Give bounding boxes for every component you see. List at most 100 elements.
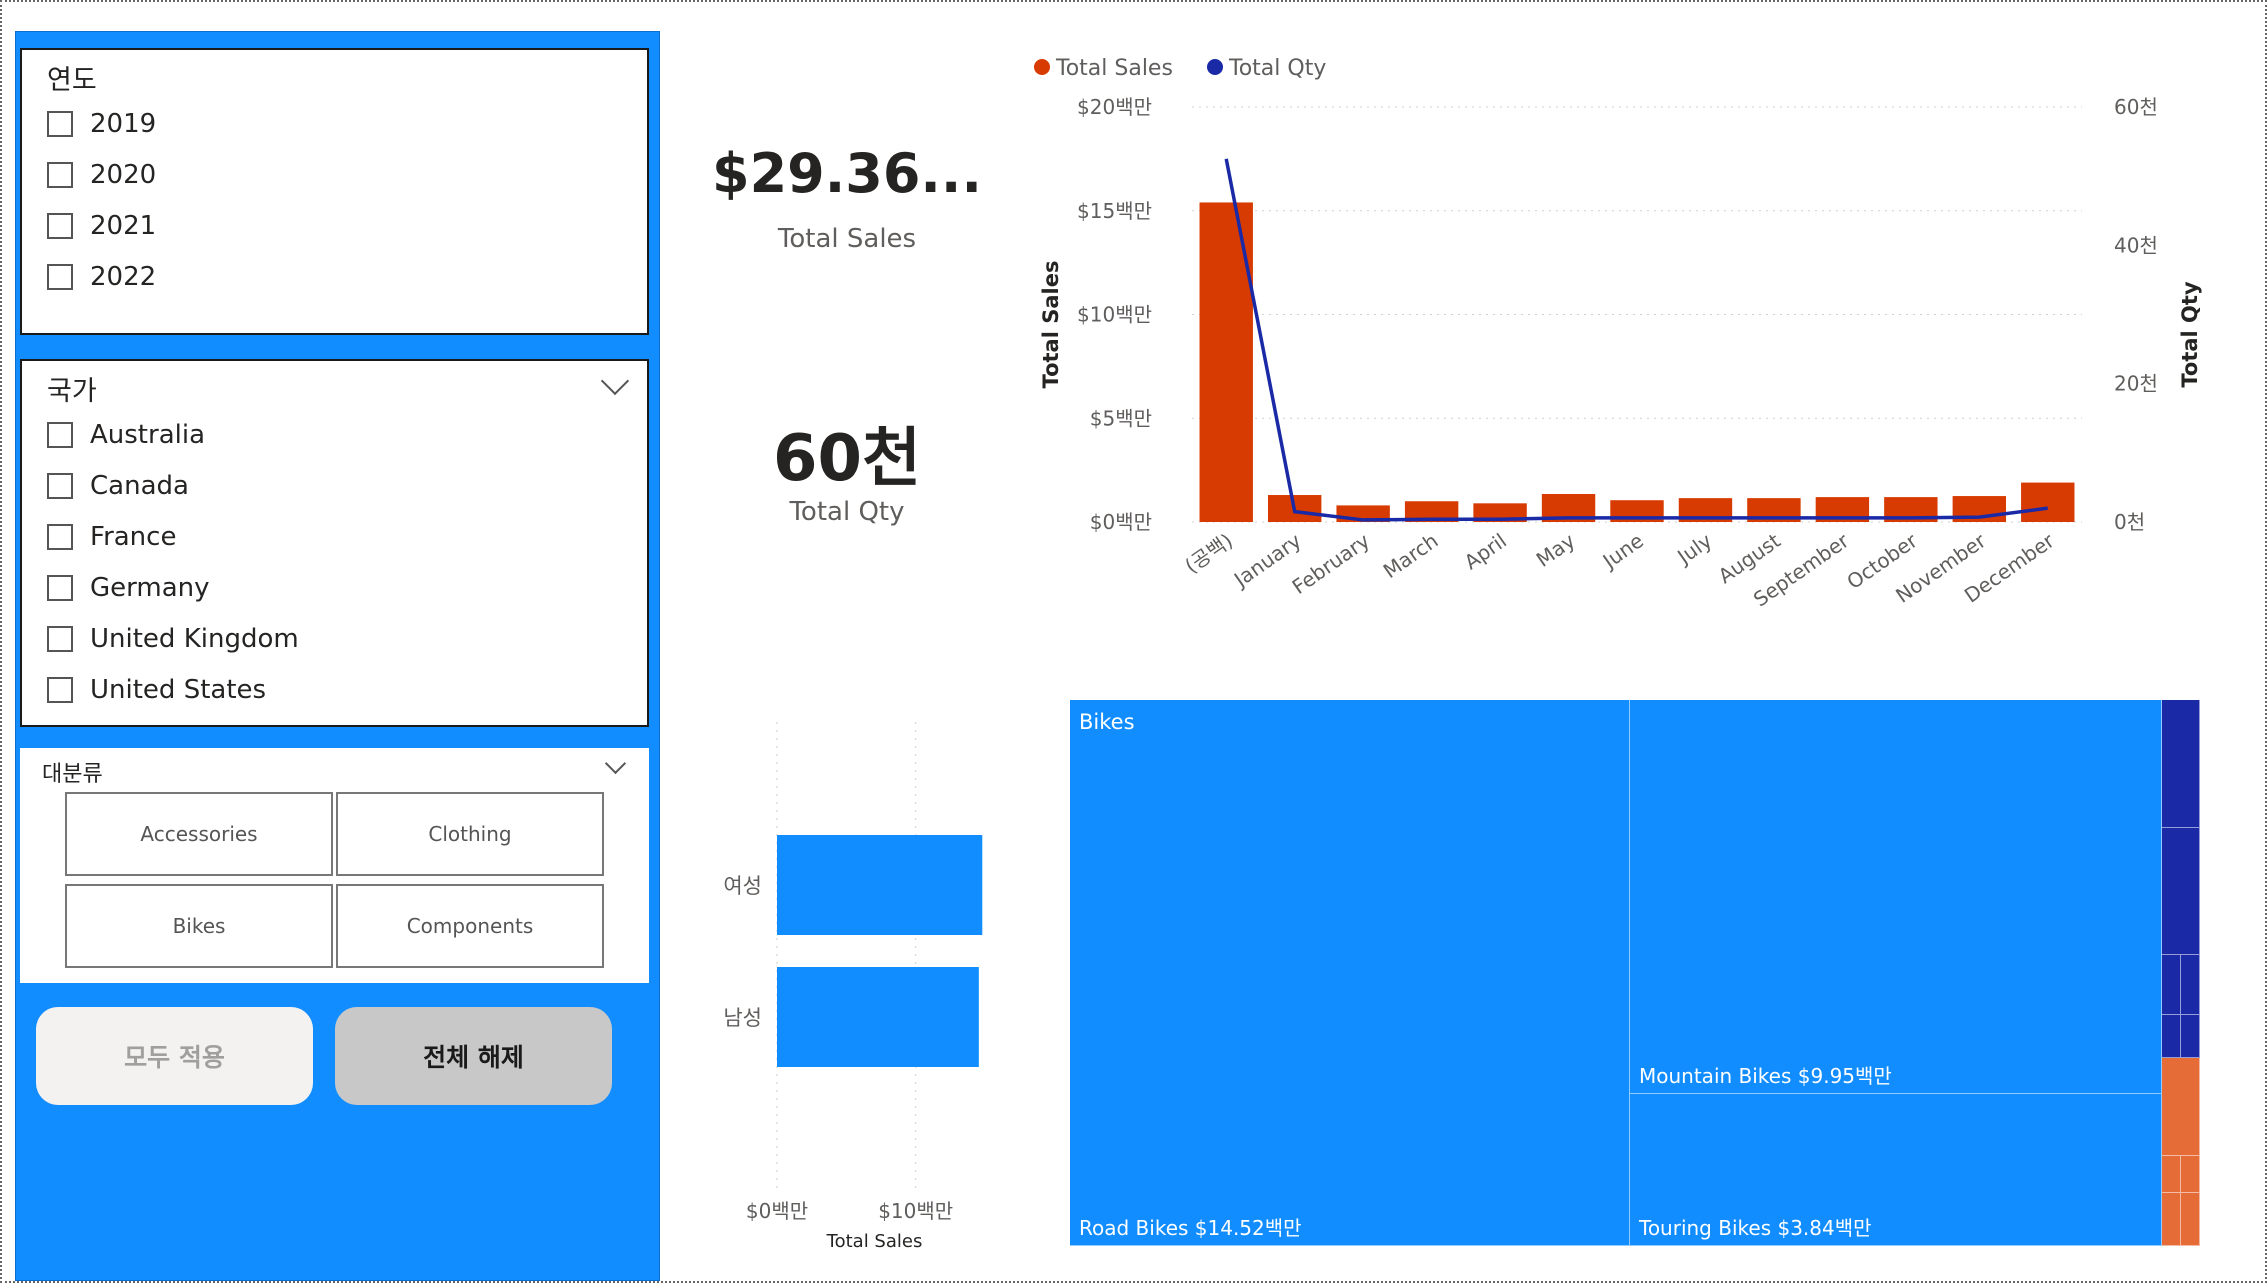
sales-bar xyxy=(1747,498,1801,522)
x-tick-label: March xyxy=(1379,528,1443,583)
year-option-label: 2020 xyxy=(90,160,157,190)
treemap-cell-small[interactable] xyxy=(2162,1015,2181,1058)
checkbox[interactable] xyxy=(47,626,73,652)
checkbox[interactable] xyxy=(47,422,73,448)
country-option-united-kingdom[interactable]: United Kingdom xyxy=(47,621,299,657)
sales-qty-combo-chart: Total Sales Total Qty $0백만 $5백만 $10백만 $15백만 $2… xyxy=(1034,56,2202,612)
y-axis-title-left: Total Sales xyxy=(1039,261,1063,389)
country-option-australia[interactable]: Australia xyxy=(47,417,205,453)
treemap-group-label: Bikes xyxy=(1079,710,1135,734)
y-axis-title-right: Total Qty xyxy=(2178,281,2202,388)
treemap-cell-small[interactable] xyxy=(2162,955,2181,1015)
category-label: 여성 xyxy=(723,874,762,898)
total-sales-value: $29.36... xyxy=(712,142,982,205)
y-tick-label-right: 60천 xyxy=(2114,95,2158,119)
country-option-label: United Kingdom xyxy=(90,624,299,654)
sales-bar xyxy=(1678,498,1733,522)
clear-all-button[interactable]: 전체 해제 xyxy=(335,1007,612,1105)
country-option-united-states[interactable]: United States xyxy=(47,672,266,708)
y-tick-label-left: $20백만 xyxy=(1077,95,1152,119)
year-option-label: 2022 xyxy=(90,262,157,292)
country-option-canada[interactable]: Canada xyxy=(47,468,189,504)
year-slicer: 연도 2019 2020 2021 2022 xyxy=(20,48,649,335)
treemap-cell-label: Touring Bikes $3.84백만 xyxy=(1639,1216,1872,1240)
category-tile-clothing[interactable]: Clothing xyxy=(336,792,604,876)
country-option-france[interactable]: France xyxy=(47,519,176,555)
treemap-cell-small[interactable] xyxy=(2162,1156,2181,1193)
category-slicer-title: 대분류 xyxy=(42,762,103,787)
treemap-cell-label: Mountain Bikes $9.95백만 xyxy=(1639,1064,1892,1088)
category-label: 남성 xyxy=(723,1006,762,1030)
y-tick-label-left: $15백만 xyxy=(1077,199,1152,223)
category-slicer: 대분류 Accessories Clothing Bikes Component… xyxy=(20,748,649,983)
checkbox[interactable] xyxy=(47,111,73,137)
year-option-2021[interactable]: 2021 xyxy=(47,208,156,244)
legend-label: Total Sales xyxy=(1055,56,1173,81)
y-tick-label-right: 40천 xyxy=(2114,233,2158,257)
treemap-cell-small[interactable] xyxy=(2162,1058,2200,1156)
country-option-label: United States xyxy=(90,675,267,705)
year-option-label: 2019 xyxy=(90,109,157,139)
gender-bar xyxy=(777,967,979,1067)
legend-marker xyxy=(1207,59,1223,75)
qty-line xyxy=(1224,158,2048,522)
checkbox[interactable] xyxy=(47,524,73,550)
checkbox[interactable] xyxy=(47,575,73,601)
treemap-cell-mountain-bikes[interactable]: Mountain Bikes $9.95백만 xyxy=(1630,700,2162,1094)
sales-bar xyxy=(1404,501,1459,522)
x-tick-label: $10백만 xyxy=(878,1199,953,1223)
gender-bar xyxy=(777,835,983,935)
legend-marker xyxy=(1034,59,1050,75)
x-tick-label: (공백) xyxy=(1180,528,1237,578)
country-option-label: Germany xyxy=(90,573,210,603)
year-slicer-title: 연도 xyxy=(47,65,97,96)
total-sales-label: Total Sales xyxy=(777,224,917,254)
checkbox[interactable] xyxy=(47,213,73,239)
category-treemap: Bikes Road Bikes $14.52백만 Mountain Bikes $… xyxy=(1070,700,2200,1246)
x-tick-label: April xyxy=(1460,528,1511,574)
treemap-cell-small[interactable] xyxy=(2181,1156,2200,1193)
filter-panel: 연도 2019 2020 2021 2022 국가 Au xyxy=(15,31,660,1281)
checkbox[interactable] xyxy=(47,677,73,703)
year-option-2022[interactable]: 2022 xyxy=(47,259,156,295)
checkbox[interactable] xyxy=(47,473,73,499)
treemap-cell-small[interactable] xyxy=(2181,1193,2200,1246)
x-tick-label: May xyxy=(1532,528,1580,571)
x-tick-label: July xyxy=(1671,528,1716,570)
country-slicer-title: 국가 xyxy=(47,376,97,407)
treemap-cell-small[interactable] xyxy=(2162,1193,2181,1246)
country-option-label: France xyxy=(90,522,177,552)
x-tick-label: February xyxy=(1288,528,1374,599)
y-tick-label-right: 20천 xyxy=(2114,372,2158,396)
treemap-cell-small[interactable] xyxy=(2162,700,2200,828)
checkbox[interactable] xyxy=(47,264,73,290)
total-qty-label: Total Qty xyxy=(789,497,905,527)
treemap-cell-small[interactable] xyxy=(2162,828,2200,955)
legend-label: Total Qty xyxy=(1228,56,1326,81)
x-tick-label: June xyxy=(1597,528,1648,574)
category-tile-bikes[interactable]: Bikes xyxy=(65,884,333,968)
country-slicer: 국가 Australia Canada France Germany Unite… xyxy=(20,359,649,727)
chevron-down-icon[interactable] xyxy=(600,366,630,396)
category-tile-components[interactable]: Components xyxy=(336,884,604,968)
country-option-label: Australia xyxy=(90,420,206,450)
treemap-cell-label: Road Bikes $14.52백만 xyxy=(1079,1216,1302,1240)
apply-all-button[interactable]: 모두 적용 xyxy=(36,1007,313,1105)
treemap-cell-touring-bikes[interactable]: Touring Bikes $3.84백만 xyxy=(1630,1094,2162,1246)
treemap-cell-small[interactable] xyxy=(2181,1015,2200,1058)
treemap-cell-small[interactable] xyxy=(2181,955,2200,1015)
x-axis-title: Total Sales xyxy=(826,1231,923,1252)
chevron-down-icon[interactable] xyxy=(604,752,627,775)
country-option-germany[interactable]: Germany xyxy=(47,570,210,606)
category-tile-accessories[interactable]: Accessories xyxy=(65,792,333,876)
checkbox[interactable] xyxy=(47,162,73,188)
year-option-2019[interactable]: 2019 xyxy=(47,106,156,142)
y-tick-label-left: $10백만 xyxy=(1077,303,1152,327)
year-option-2020[interactable]: 2020 xyxy=(47,157,156,193)
sales-bar xyxy=(2021,482,2075,522)
y-tick-label-right: 0천 xyxy=(2114,510,2145,534)
country-option-label: Canada xyxy=(90,471,189,501)
treemap-cell-road-bikes[interactable]: Bikes Road Bikes $14.52백만 xyxy=(1070,700,1630,1246)
